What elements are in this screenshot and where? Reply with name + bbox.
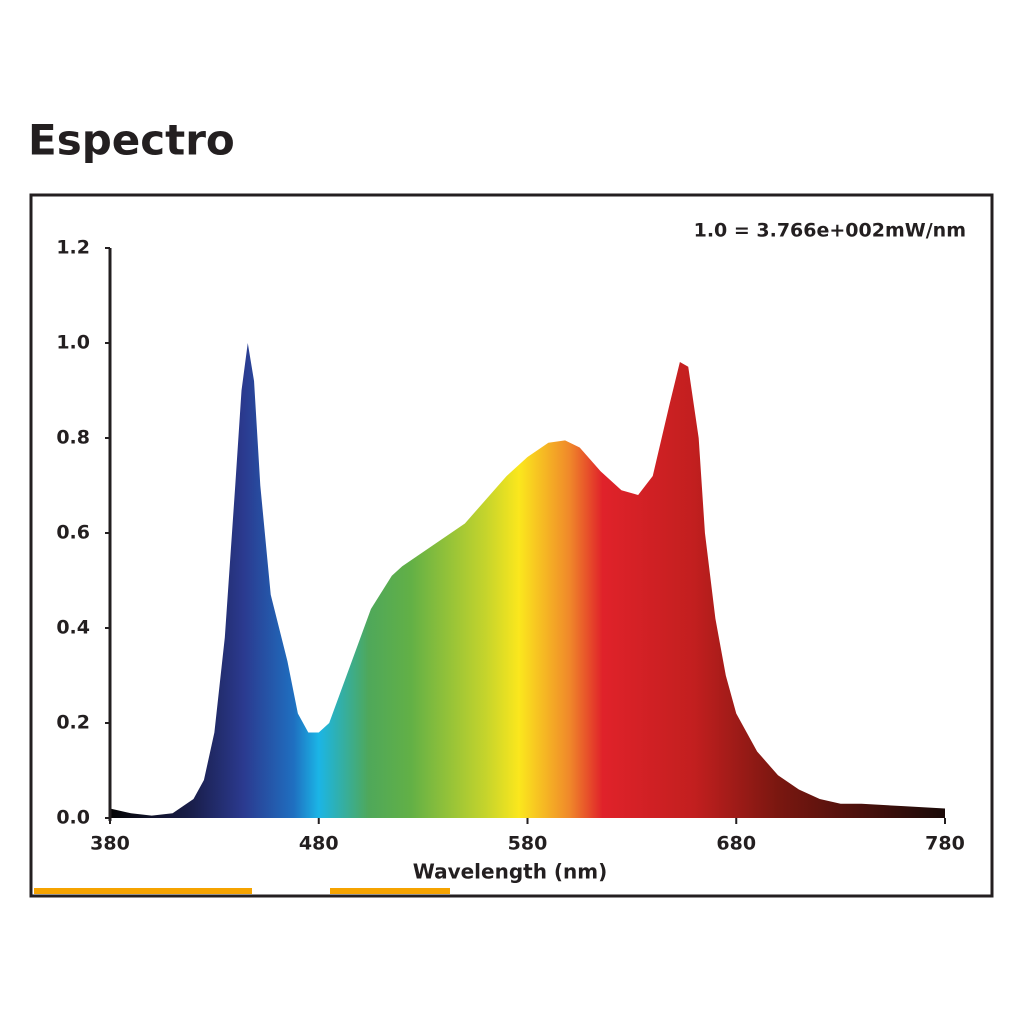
decoration: [330, 888, 450, 894]
page-title: Espectro: [28, 116, 235, 165]
y-tick-label: 1.0: [56, 332, 90, 354]
x-axis-label: Wavelength (nm): [413, 860, 608, 884]
y-tick-label: 1.2: [56, 237, 90, 259]
y-tick-label: 0.2: [56, 712, 90, 734]
x-tick-label: 480: [299, 833, 339, 855]
y-tick-label: 0.4: [56, 617, 90, 639]
x-tick-label: 680: [716, 833, 756, 855]
y-tick-label: 0.0: [56, 807, 90, 829]
x-tick-label: 580: [508, 833, 548, 855]
annotation: 1.0 = 3.766e+002mW/nm: [694, 220, 966, 242]
y-tick-label: 0.8: [56, 427, 90, 449]
frame: [29, 193, 994, 898]
decoration: [34, 888, 252, 894]
x-tick-label: 780: [925, 833, 965, 855]
x-tick-label: 380: [90, 833, 130, 855]
spectrum-area: [110, 343, 945, 818]
y-tick-label: 0.6: [56, 522, 90, 544]
